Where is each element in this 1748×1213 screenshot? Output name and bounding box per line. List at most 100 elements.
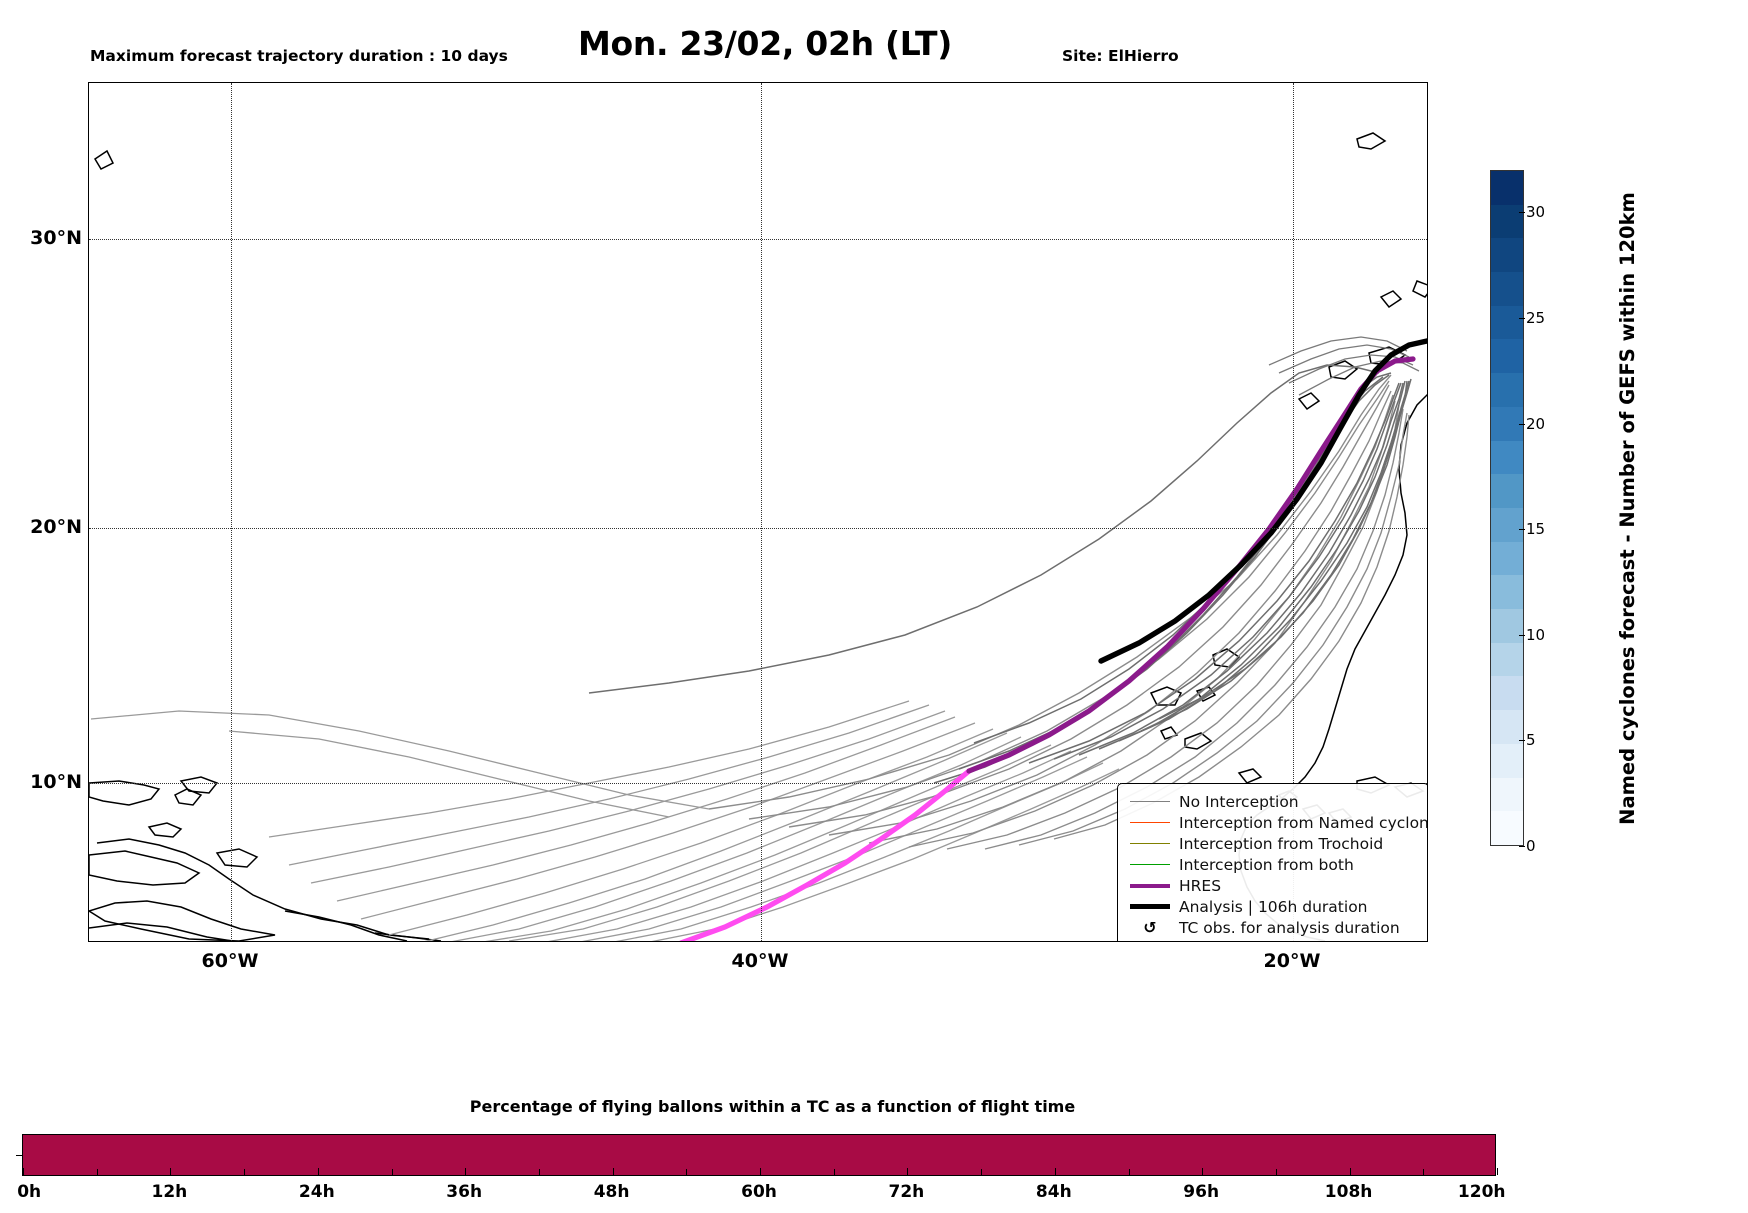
hres-past-track [679, 768, 972, 941]
percentage-bar-tick-24h [317, 1168, 319, 1175]
percentage-bar-tick-72h [907, 1168, 909, 1175]
legend-label: No Interception [1179, 792, 1299, 811]
xtick-label-40w: 40°W [731, 950, 789, 972]
percentage-bar-label-108h: 108h [1324, 1182, 1373, 1202]
ytick-label-20n: 20°N [30, 516, 82, 538]
percentage-bar-minor-tick [981, 1169, 983, 1175]
xtick-label-60w: 60°W [201, 950, 259, 972]
colorbar-step-5 [1491, 642, 1523, 677]
percentage-bar-minor-tick [391, 1169, 393, 1175]
percentage-bar-minor-tick [96, 1169, 98, 1175]
legend-line-icon [1127, 864, 1173, 865]
percentage-bar-minor-tick [1275, 1169, 1277, 1175]
legend-item-named-cyclone[interactable]: Interception from Named cyclone [1127, 812, 1427, 833]
xtick-label-20w: 20°W [1263, 950, 1321, 972]
legend-item-hres[interactable]: HRES [1127, 875, 1419, 896]
colorbar-step-15 [1491, 305, 1523, 340]
legend-label: TC obs. for analysis duration [1179, 918, 1400, 937]
colorbar-tick-25: 25 [1518, 308, 1546, 327]
legend-line-icon [1127, 904, 1173, 909]
percentage-bar-tick-60h [760, 1168, 761, 1175]
colorbar-step-4 [1491, 676, 1523, 711]
percentage-bar-tick-84h [1054, 1168, 1056, 1175]
ensemble-trajectories-light [90, 700, 1120, 941]
gridline-lat-30n [89, 239, 1427, 240]
legend-item-no-interception[interactable]: No Interception [1127, 791, 1419, 812]
cyclone-marker-icon: ↺ [1143, 917, 1157, 937]
percentage-bar-ytick [16, 1155, 23, 1156]
legend-label: Interception from Trochoid [1179, 834, 1384, 853]
colorbar-step-11 [1491, 440, 1523, 475]
colorbar-step-10 [1491, 474, 1523, 508]
colorbar-title: Named cyclones forecast - Number of GEFS… [1615, 191, 1639, 825]
percentage-bar-minor-tick [686, 1169, 688, 1175]
colorbar-step-0 [1491, 811, 1523, 845]
colorbar-step-12 [1491, 406, 1523, 441]
legend-line-icon [1127, 822, 1173, 823]
ytick-label-10n: 10°N [30, 771, 82, 793]
legend-item-trochoid[interactable]: Interception from Trochoid [1127, 833, 1419, 854]
map-legend[interactable]: No Interception Interception from Named … [1117, 783, 1427, 941]
legend-line-icon [1127, 883, 1173, 888]
map-plot-area[interactable]: No Interception Interception from Named … [88, 82, 1428, 942]
percentage-bar-tick-12h [170, 1168, 172, 1175]
legend-label: Interception from Named cyclone [1179, 813, 1428, 832]
colorbar-step-13 [1491, 373, 1523, 407]
percentage-bar-tick-120h [1497, 1168, 1498, 1175]
percentage-bar-label-12h: 12h [151, 1182, 188, 1202]
gridline-lon-60w [231, 83, 232, 941]
percentage-bar-minor-tick [1128, 1169, 1130, 1175]
gridline-lon-40w [761, 83, 762, 941]
gridline-lon-20w [1293, 83, 1294, 941]
colorbar-tick-15: 15 [1518, 520, 1546, 539]
colorbar-tick-20: 20 [1518, 414, 1546, 433]
percentage-bar-tick-36h [465, 1168, 467, 1175]
legend-item-analysis[interactable]: Analysis | 106h duration [1127, 896, 1419, 917]
colorbar-step-8 [1491, 541, 1523, 576]
map-graphics [89, 132, 1427, 941]
ensemble-trajectories-mid [708, 374, 1410, 850]
legend-item-tc-obs[interactable]: ↺ TC obs. for analysis duration [1127, 917, 1419, 938]
legend-line-icon [1127, 843, 1173, 844]
percentage-bar-minor-tick [244, 1169, 246, 1175]
legend-label: Analysis | 106h duration [1179, 897, 1368, 916]
percentage-bar-label-84h: 84h [1035, 1182, 1072, 1202]
colorbar-step-17 [1491, 238, 1523, 273]
header-site: Site: ElHierro [1062, 46, 1179, 65]
colorbar-step-3 [1491, 710, 1523, 744]
colorbar-step-1 [1491, 777, 1523, 812]
percentage-bar-label-0h: 0h [17, 1182, 42, 1202]
percentage-bar-label-48h: 48h [593, 1182, 630, 1202]
legend-item-both[interactable]: Interception from both [1127, 854, 1419, 875]
percentage-bar-minor-tick [1423, 1169, 1425, 1175]
legend-line-icon [1127, 801, 1173, 802]
gridline-lat-20n [89, 528, 1427, 529]
percentage-bar-tick-48h [612, 1168, 614, 1175]
colorbar-tick-0: 0 [1519, 837, 1536, 855]
colorbar-step-14 [1491, 339, 1523, 374]
percentage-bar-title: Percentage of flying ballons within a TC… [469, 1097, 1076, 1116]
analysis-track [1098, 338, 1427, 664]
colorbar-tick-10: 10 [1518, 625, 1546, 644]
colorbar-step-16 [1491, 272, 1523, 306]
colorbar-step-7 [1491, 575, 1523, 610]
percentage-bar-tick-96h [1202, 1168, 1204, 1175]
percentage-bar-minor-tick [538, 1169, 540, 1175]
ytick-label-30n: 30°N [30, 227, 82, 249]
colorbar-step-6 [1491, 609, 1523, 643]
percentage-bar-label-24h: 24h [298, 1182, 335, 1202]
percentage-bar-label-60h: 60h [741, 1182, 777, 1202]
legend-label: HRES [1179, 876, 1222, 895]
percentage-bar-fill [23, 1135, 1495, 1175]
colorbar[interactable]: 0 5 10 15 20 25 30 [1490, 170, 1545, 855]
colorbar-step-18 [1491, 204, 1523, 239]
header-max-duration: Maximum forecast trajectory duration : 1… [90, 46, 508, 65]
percentage-bar-label-72h: 72h [888, 1182, 925, 1202]
colorbar-step-9 [1491, 507, 1523, 542]
colorbar-tick-5: 5 [1519, 731, 1536, 750]
percentage-bar-label-36h: 36h [446, 1182, 483, 1202]
percentage-bar-axis[interactable] [16, 1134, 1498, 1176]
percentage-bar-tick-0h [23, 1168, 24, 1175]
page-title: Mon. 23/02, 02h (LT) [577, 24, 953, 63]
percentage-bar-tick-108h [1349, 1168, 1351, 1175]
